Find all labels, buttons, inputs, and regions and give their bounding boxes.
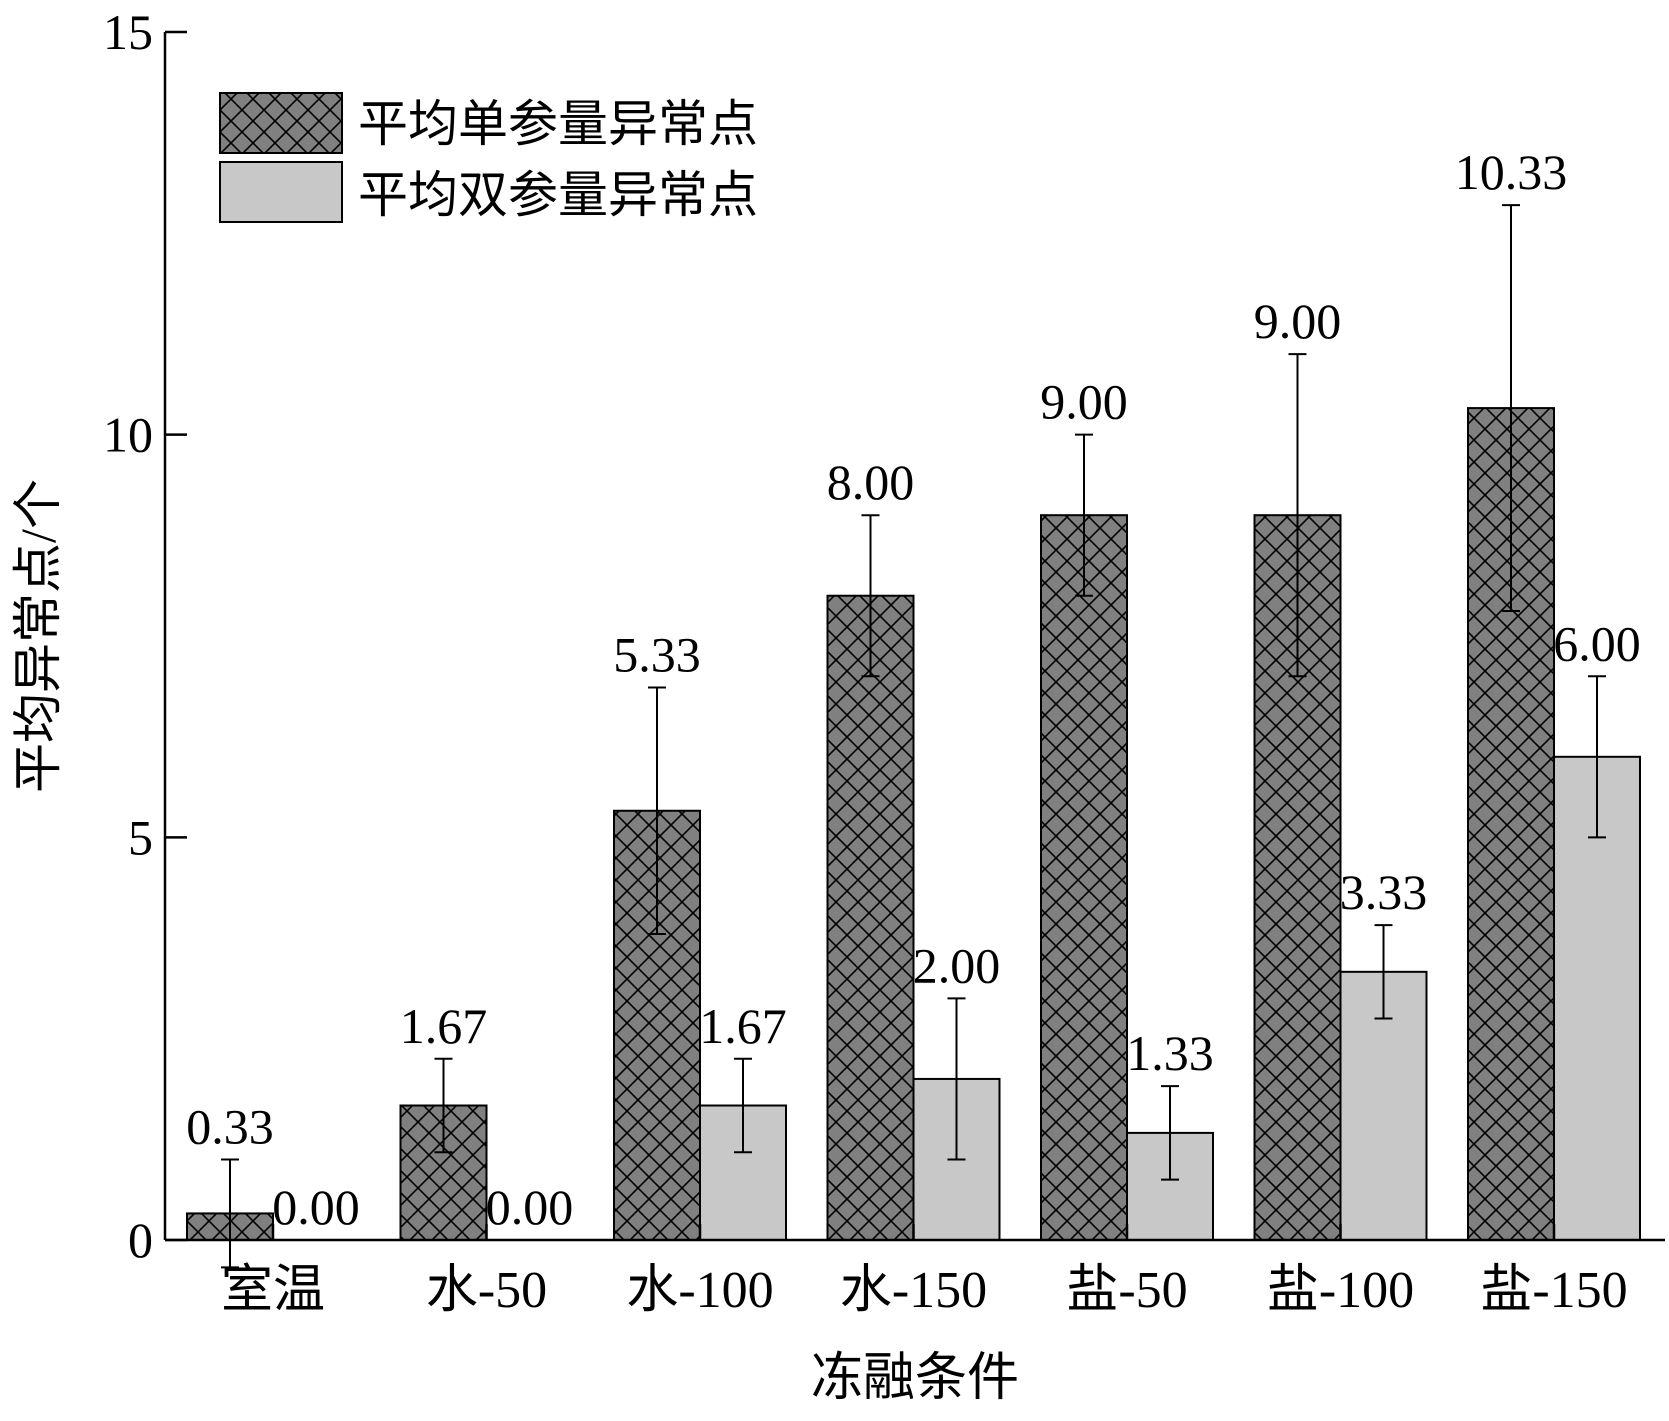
x-tick-label: 盐-150: [1480, 1262, 1627, 1319]
x-tick-label: 水-150: [840, 1262, 987, 1319]
bar-single: [826, 594, 915, 1241]
axes-layer: [163, 32, 1665, 1242]
x-ticks-layer: 室温 水-50 水-100 水-150 盐-50 盐-100 盐-150: [221, 1224, 1628, 1319]
data-label: 6.00: [1553, 615, 1641, 671]
y-tick-label: 10: [103, 407, 153, 463]
y-ticks-layer: 0 5 10 15: [103, 4, 187, 1268]
x-tick-label: 室温: [221, 1262, 325, 1319]
x-axis-label: 冻融条件: [811, 1350, 1019, 1407]
error-bars-layer: [221, 204, 1606, 1269]
legend-swatch-single: [219, 92, 343, 154]
y-tick-label: 15: [103, 4, 153, 60]
bars-layer: [186, 407, 1641, 1242]
data-label: 2.00: [913, 937, 1001, 993]
y-tick-label: 5: [128, 809, 153, 865]
x-tick-label: 水-50: [426, 1262, 547, 1319]
data-label: 0.00: [486, 1179, 574, 1235]
x-tick-label: 盐-100: [1267, 1262, 1414, 1319]
x-tick-label: 水-100: [626, 1262, 773, 1319]
legend: 平均单参量异常点 平均双参量异常点: [219, 92, 758, 223]
data-label: 10.33: [1455, 144, 1568, 200]
data-label: 9.00: [1254, 293, 1342, 349]
data-label: 0.00: [272, 1179, 360, 1235]
data-label: 1.33: [1126, 1025, 1214, 1081]
data-label: 0.33: [186, 1098, 274, 1154]
data-label: 8.00: [827, 454, 915, 510]
legend-label-single: 平均单参量异常点: [358, 96, 758, 152]
data-labels-layer: 0.33 1.67 5.33 8.00 9.00 9.00 10.33 0.00 0.00 1.6…: [186, 144, 1641, 1235]
data-label: 9.00: [1040, 374, 1128, 430]
y-tick-label: 0: [128, 1212, 153, 1268]
data-label: 3.33: [1340, 864, 1428, 920]
data-label: 5.33: [613, 627, 701, 683]
x-tick-label: 盐-50: [1066, 1262, 1187, 1319]
bar-single: [1040, 514, 1128, 1241]
legend-label-double: 平均双参量异常点: [358, 167, 758, 223]
data-label: 1.67: [699, 998, 787, 1054]
legend-swatch-double: [219, 161, 343, 223]
y-axis-label: 平均异常点/个: [10, 479, 66, 793]
data-label: 1.67: [400, 998, 488, 1054]
